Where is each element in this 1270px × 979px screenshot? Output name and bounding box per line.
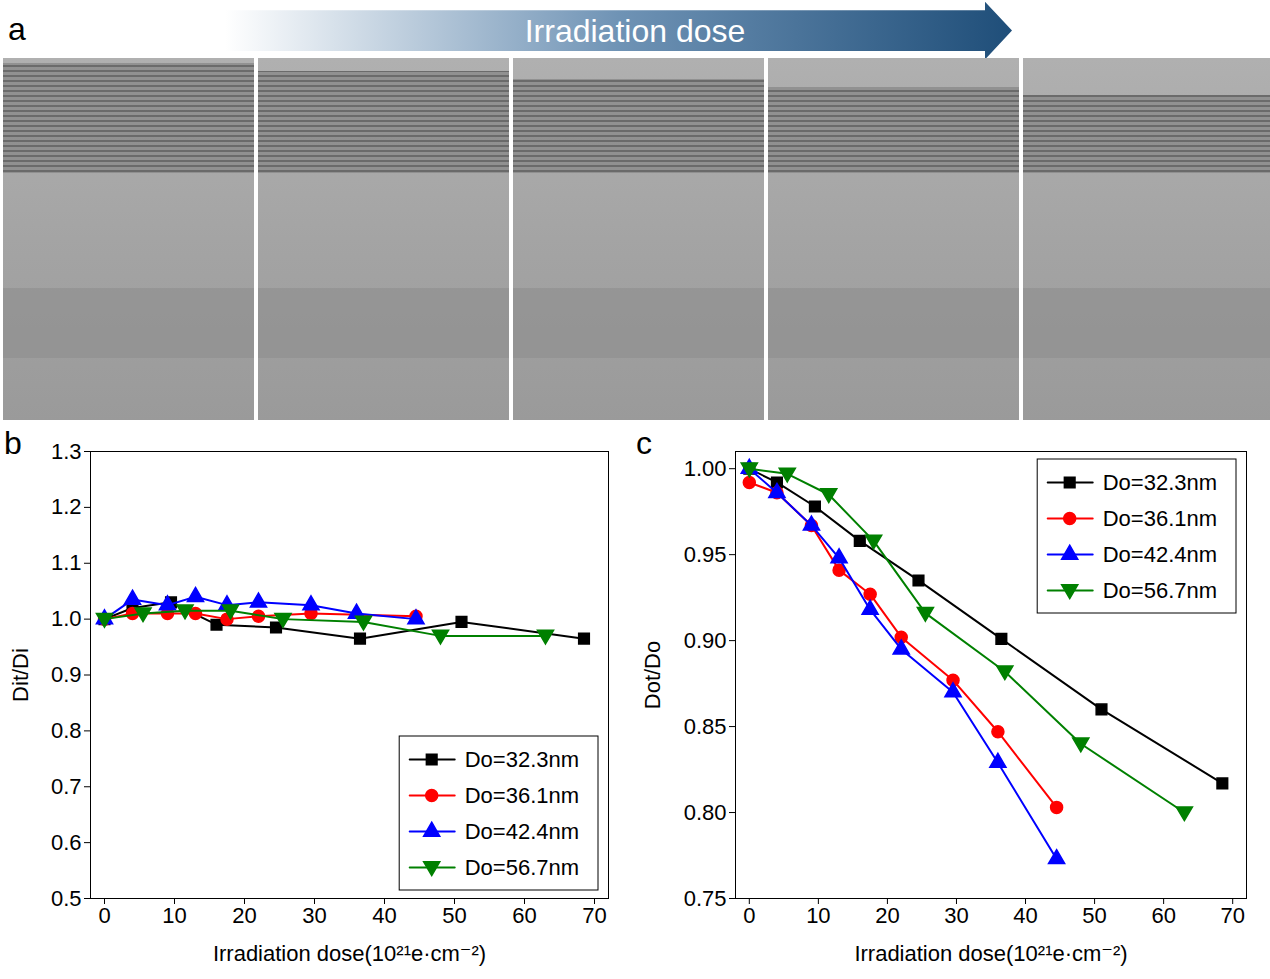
svg-text:a: a <box>8 11 26 47</box>
svg-text:10: 10 <box>162 903 186 928</box>
svg-text:0.9: 0.9 <box>51 662 82 687</box>
svg-text:60: 60 <box>1151 903 1175 928</box>
html-text:b: b <box>4 425 22 461</box>
svg-text:Do=56.7nm: Do=56.7nm <box>465 855 579 880</box>
svg-text:1.1: 1.1 <box>51 550 82 575</box>
svg-text:0: 0 <box>743 903 755 928</box>
svg-text:20: 20 <box>232 903 256 928</box>
svg-text:Do=56.7nm: Do=56.7nm <box>1103 578 1217 603</box>
svg-text:0.7: 0.7 <box>51 774 82 799</box>
svg-text:30: 30 <box>302 903 326 928</box>
svg-text:70: 70 <box>582 903 606 928</box>
svg-text:1.00: 1.00 <box>684 456 727 481</box>
svg-text:Irradiation dose(10²¹e·cm⁻²): Irradiation dose(10²¹e·cm⁻²) <box>854 941 1127 966</box>
svg-text:Irradiation dose(10²¹e·cm⁻²): Irradiation dose(10²¹e·cm⁻²) <box>213 941 486 966</box>
svg-text:50: 50 <box>442 903 466 928</box>
svg-text:Do=36.1nm: Do=36.1nm <box>465 783 579 808</box>
svg-text:0.8: 0.8 <box>51 718 82 743</box>
svg-text:0.95: 0.95 <box>684 542 727 567</box>
svg-text:Dit/Di: Dit/Di <box>8 648 33 702</box>
svg-text:Irradiation dose: Irradiation dose <box>525 13 746 49</box>
html-text:c: c <box>636 425 652 461</box>
svg-text:60: 60 <box>512 903 536 928</box>
svg-text:Do=36.1nm: Do=36.1nm <box>1103 506 1217 531</box>
svg-text:10: 10 <box>806 903 830 928</box>
svg-text:0.80: 0.80 <box>684 800 727 825</box>
svg-text:0.75: 0.75 <box>684 886 727 911</box>
svg-text:0.5: 0.5 <box>51 886 82 911</box>
svg-text:1.3: 1.3 <box>51 439 82 464</box>
svg-text:Do=42.4nm: Do=42.4nm <box>465 819 579 844</box>
svg-text:70: 70 <box>1220 903 1244 928</box>
svg-text:1.0: 1.0 <box>51 606 82 631</box>
svg-text:40: 40 <box>372 903 396 928</box>
svg-text:30: 30 <box>944 903 968 928</box>
svg-text:Do=32.3nm: Do=32.3nm <box>465 747 579 772</box>
svg-text:0.90: 0.90 <box>684 628 727 653</box>
svg-text:40: 40 <box>1013 903 1037 928</box>
svg-text:Do=42.4nm: Do=42.4nm <box>1103 542 1217 567</box>
svg-text:0: 0 <box>98 903 110 928</box>
svg-text:0.6: 0.6 <box>51 830 82 855</box>
svg-text:50: 50 <box>1082 903 1106 928</box>
svg-text:1.2: 1.2 <box>51 494 82 519</box>
svg-text:0.85: 0.85 <box>684 714 727 739</box>
svg-text:Dot/Do: Dot/Do <box>640 641 665 709</box>
svg-text:Do=32.3nm: Do=32.3nm <box>1103 470 1217 495</box>
svg-text:20: 20 <box>875 903 899 928</box>
